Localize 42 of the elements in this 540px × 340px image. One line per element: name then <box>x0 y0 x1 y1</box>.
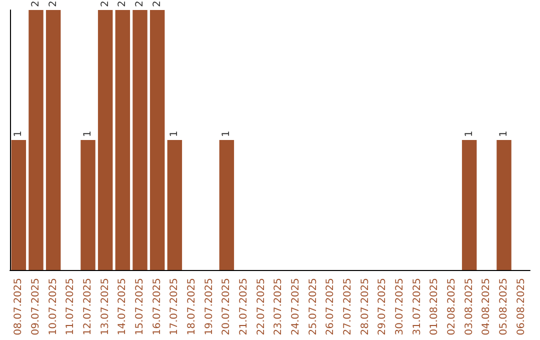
data-label: 1 <box>13 130 24 137</box>
x-tick-label: 25.07.2025 <box>308 278 319 336</box>
data-label: 1 <box>221 130 232 137</box>
x-tick-label: 16.07.2025 <box>152 278 163 336</box>
x-tick-label: 10.07.2025 <box>48 278 59 336</box>
x-tick-label: 13.07.2025 <box>100 278 111 336</box>
x-tick-label: 08.07.2025 <box>13 278 24 336</box>
x-tick-label: 12.07.2025 <box>82 278 94 336</box>
x-tick-label: 11.07.2025 <box>65 278 76 336</box>
x-tick-label: 04.08.2025 <box>481 278 492 336</box>
x-tick-label: 21.07.2025 <box>238 278 250 336</box>
data-label: 2 <box>152 0 163 7</box>
x-tick-label: 20.07.2025 <box>221 278 232 336</box>
data-label: 1 <box>498 130 510 137</box>
x-tick-label: 01.08.2025 <box>429 278 440 336</box>
x-tick-label: 06.08.2025 <box>516 278 527 336</box>
x-tick-label: 31.07.2025 <box>412 278 423 336</box>
x-tick-label: 29.07.2025 <box>377 278 388 336</box>
x-tick-label: 26.07.2025 <box>325 278 336 336</box>
data-label: 2 <box>100 0 111 7</box>
x-tick-label: 02.08.2025 <box>446 278 458 336</box>
data-label: 2 <box>117 0 128 7</box>
x-tick-label: 22.07.2025 <box>256 278 267 336</box>
x-tick-label: 15.07.2025 <box>134 278 146 336</box>
x-tick-label: 30.07.2025 <box>394 278 406 336</box>
data-label: 1 <box>169 130 180 137</box>
x-tick-label: 28.07.2025 <box>360 278 371 336</box>
x-tick-label: 17.07.2025 <box>169 278 180 336</box>
data-label: 1 <box>464 130 475 137</box>
x-tick-label: 09.07.2025 <box>30 278 42 336</box>
x-tick-label: 03.08.2025 <box>464 278 475 336</box>
x-tick-label: 24.07.2025 <box>290 278 302 336</box>
x-tick-label: 27.07.2025 <box>342 278 354 336</box>
data-label: 2 <box>134 0 146 7</box>
x-tick-label: 23.07.2025 <box>273 278 284 336</box>
x-tick-label: 14.07.2025 <box>117 278 128 336</box>
x-tick-label: 19.07.2025 <box>204 278 215 336</box>
data-label: 1 <box>82 130 94 137</box>
x-tick-label: 18.07.2025 <box>186 278 198 336</box>
x-tick-label: 05.08.2025 <box>498 278 510 336</box>
data-label: 2 <box>30 0 42 7</box>
data-label: 2 <box>48 0 59 7</box>
